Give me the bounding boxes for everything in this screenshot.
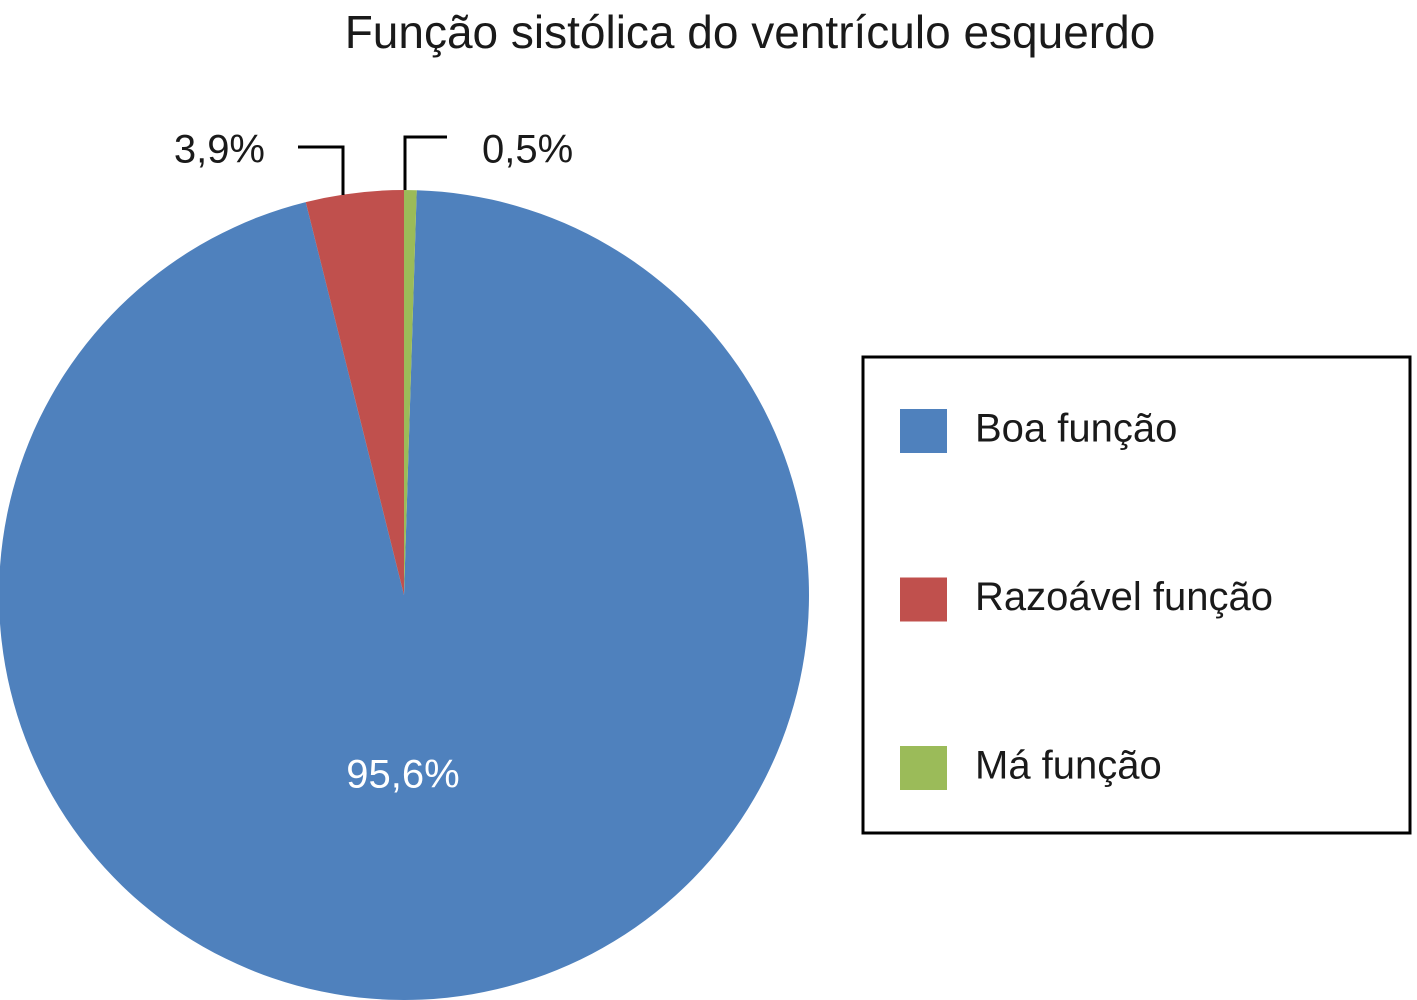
data-label: 3,9% [174,128,265,172]
chart-title: Função sistólica do ventrículo esquerdo [345,6,1156,58]
data-label: 0,5% [482,128,573,172]
pie-slice [404,190,417,595]
leader-line [298,145,345,195]
pie-slice [305,190,404,595]
legend-box [861,355,1412,835]
legend-label: Razoável função [975,575,1273,619]
data-label: 95,6% [346,753,459,797]
legend-label: Má função [975,744,1162,788]
pie-slice [0,190,809,1000]
legend-swatch [900,577,947,622]
legend-label: Boa função [975,407,1177,451]
leader-line [403,135,447,190]
legend-swatch [900,409,947,453]
legend-swatch [900,746,947,790]
